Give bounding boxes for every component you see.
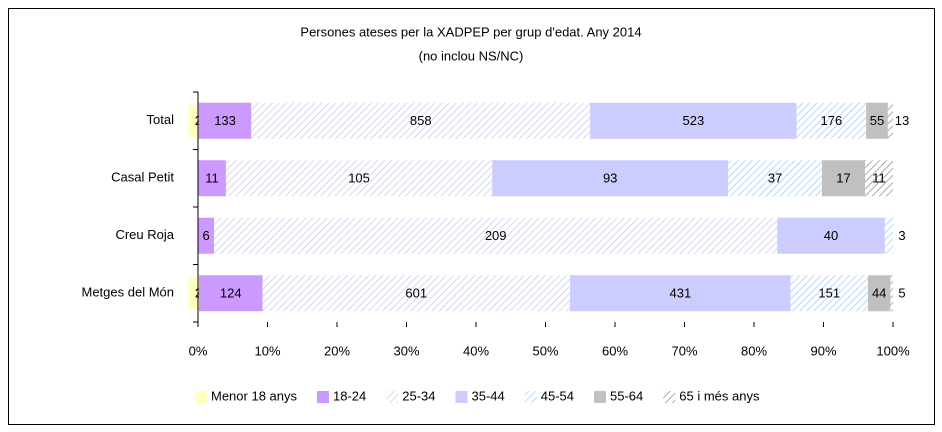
bar-segment (866, 102, 888, 139)
data-label: 5 (898, 286, 905, 301)
data-label: 37 (768, 171, 782, 186)
chart-subtitle: (no inclou NS/NC) (419, 48, 524, 63)
bar-segment (728, 160, 822, 197)
legend-label: 35-44 (472, 388, 505, 403)
bar-segment (492, 160, 729, 197)
data-label: 431 (670, 286, 692, 301)
bar-segment (790, 275, 868, 312)
x-tick-label: 90% (810, 343, 836, 358)
data-label: 40 (824, 228, 838, 243)
data-label: 176 (821, 113, 843, 128)
data-label: 13 (895, 113, 909, 128)
bar-segment (890, 275, 893, 312)
data-label: 11 (205, 171, 219, 186)
bar-segment (225, 160, 493, 197)
bar-segment (198, 160, 226, 197)
legend-swatch (317, 391, 329, 403)
legend-label: 55-64 (610, 388, 643, 403)
data-label: 55 (870, 113, 884, 128)
legend-swatch (386, 391, 399, 403)
bar-segment (796, 102, 867, 139)
data-label: 6 (202, 228, 209, 243)
bar-segment (884, 217, 893, 254)
data-label: 858 (410, 113, 432, 128)
x-tick-label: 60% (602, 343, 628, 358)
legend-swatch (663, 391, 676, 403)
legend-label: 18-24 (333, 388, 366, 403)
data-label: 133 (214, 113, 236, 128)
legend-label: Menor 18 anys (211, 388, 297, 403)
bar-segment (214, 217, 778, 254)
x-tick-label: 10% (254, 343, 280, 358)
y-tick-label: Creu Roja (115, 227, 174, 242)
bar-segment (887, 102, 893, 139)
data-label: 601 (405, 286, 427, 301)
data-label: 105 (348, 171, 370, 186)
data-label: 209 (485, 228, 507, 243)
data-label: 17 (836, 171, 850, 186)
data-label: 93 (603, 171, 617, 186)
data-label: 44 (872, 286, 886, 301)
x-tick-label: 80% (741, 343, 767, 358)
legend-label: 25-34 (402, 388, 435, 403)
legend-swatch (524, 391, 537, 403)
bar-segment (570, 275, 791, 312)
legend-swatch (195, 391, 207, 403)
bar-segment (865, 160, 893, 197)
legend-swatch (594, 391, 606, 403)
bar-segment (198, 102, 252, 139)
data-label: 151 (818, 286, 840, 301)
x-tick-label: 50% (532, 343, 558, 358)
y-tick-label: Total (147, 112, 175, 127)
x-tick-label: 20% (324, 343, 350, 358)
y-tick-label: Casal Petit (111, 170, 174, 185)
bar-segment (199, 275, 263, 312)
data-label: 124 (220, 286, 242, 301)
legend-label: 45-54 (541, 388, 574, 403)
chart-border (8, 8, 935, 425)
legend-swatch (455, 391, 468, 403)
bar-segment (777, 217, 885, 254)
bar-segment (590, 102, 797, 139)
x-tick-label: 0% (189, 343, 208, 358)
chart-title: Persones ateses per la XADPEP per grup d… (300, 24, 641, 39)
bar-segment (867, 275, 891, 312)
data-label: 11 (872, 171, 886, 186)
data-label: 2 (195, 286, 202, 301)
legend-label: 65 i més anys (679, 388, 760, 403)
y-tick-label: Metges del Món (82, 285, 175, 300)
bar-segment (821, 160, 866, 197)
bar-segment (251, 102, 591, 139)
x-tick-label: 100% (876, 343, 910, 358)
bar-segment (198, 217, 215, 254)
x-tick-label: 70% (671, 343, 697, 358)
bar-segment (262, 275, 571, 312)
data-label: 3 (898, 228, 905, 243)
x-tick-label: 40% (463, 343, 489, 358)
x-tick-label: 30% (393, 343, 419, 358)
data-label: 523 (683, 113, 705, 128)
